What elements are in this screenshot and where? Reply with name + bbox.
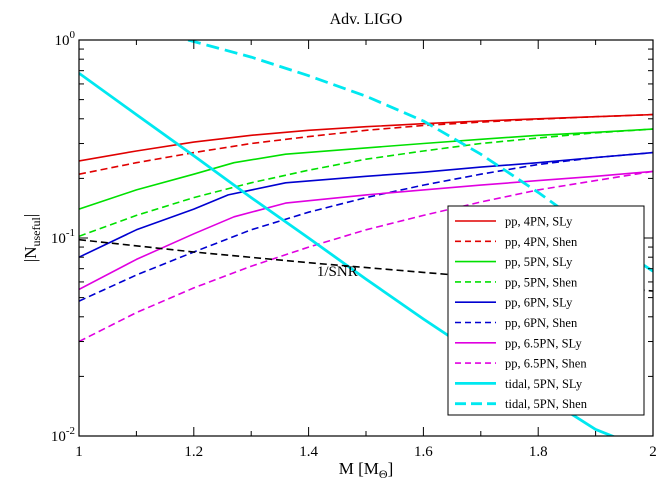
- x-tick-label: 1.4: [299, 444, 318, 460]
- annotation-label: 1/SNR: [317, 264, 358, 280]
- x-axis-title: M [MΘ]: [339, 459, 394, 481]
- chart-title: Adv. LIGO: [330, 11, 403, 28]
- legend-label: pp, 6.5PN, SLy: [505, 336, 583, 350]
- legend-label: pp, 5PN, SLy: [505, 255, 573, 269]
- x-tick-label: 1: [75, 444, 83, 460]
- legend-label: pp, 4PN, SLy: [505, 215, 573, 229]
- legend-label: pp, 4PN, Shen: [505, 235, 578, 249]
- legend-label: pp, 6.5PN, Shen: [505, 357, 587, 371]
- y-tick-label: 10-1: [51, 227, 75, 247]
- legend: pp, 4PN, SLy pp, 4PN, Shen pp, 5PN, SLy pp,…: [448, 206, 644, 415]
- x-tick-label: 2: [649, 444, 657, 460]
- series-line-pp-4pn-shen: [79, 115, 653, 175]
- x-tick-label: 1.2: [184, 444, 203, 460]
- legend-label: pp, 5PN, Shen: [505, 275, 578, 289]
- annotation-layer: 1/SNR: [317, 264, 358, 280]
- y-axis-title: |Nuseful|: [21, 214, 43, 262]
- series-line-pp-4pn-sly: [79, 115, 653, 161]
- legend-label: tidal, 5PN, Shen: [505, 397, 588, 411]
- series-line-pp-5pn-sly: [79, 129, 653, 209]
- legend-label: tidal, 5PN, SLy: [505, 377, 583, 391]
- y-tick-label: 10-2: [51, 425, 75, 445]
- y-tick-label: 100: [55, 29, 76, 49]
- legend-label: pp, 6PN, Shen: [505, 316, 578, 330]
- x-tick-label: 1.8: [529, 444, 548, 460]
- x-tick-label: 1.6: [414, 444, 433, 460]
- legend-label: pp, 6PN, SLy: [505, 296, 573, 310]
